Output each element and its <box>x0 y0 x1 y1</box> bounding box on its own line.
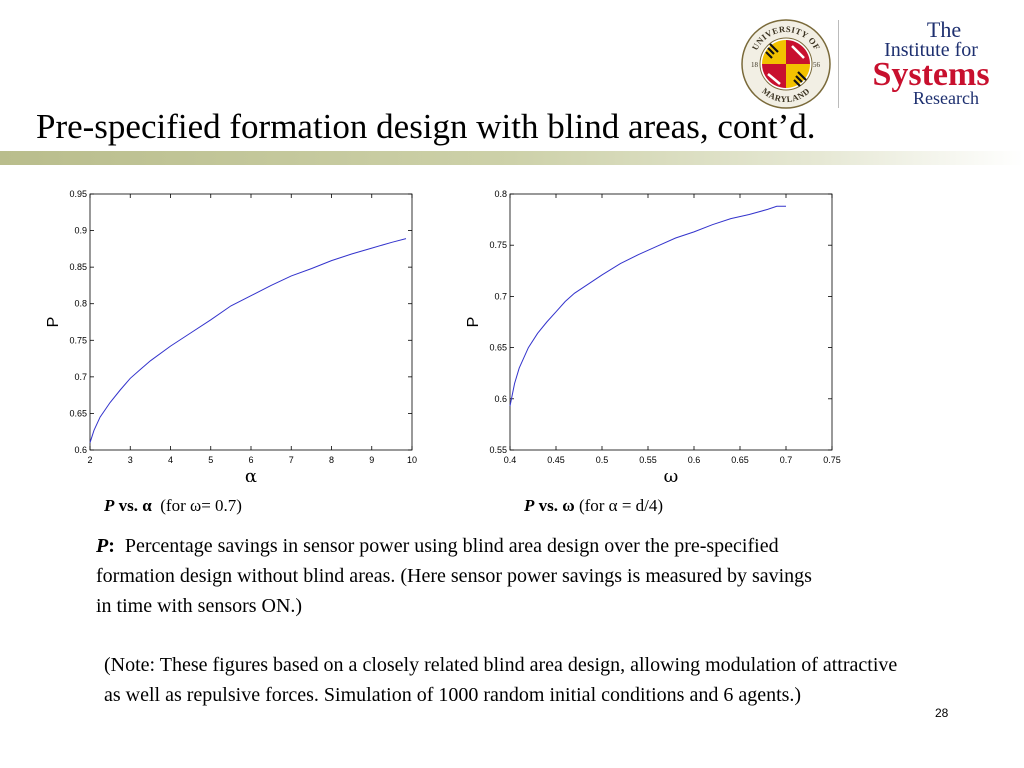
x-tick-label: 0.5 <box>596 455 609 465</box>
definition-paragraph: P: Percentage savings in sensor power us… <box>96 531 816 621</box>
title-underline-bar <box>0 151 1024 165</box>
y-tick-label: 0.55 <box>489 445 507 455</box>
caption-p-vs-alpha: P vs. α (for ω= 0.7) <box>104 496 242 516</box>
x-tick-label: 0.55 <box>639 455 657 465</box>
y-tick-label: 0.9 <box>74 226 87 236</box>
y-axis-label: P <box>45 317 62 328</box>
x-tick-label: 10 <box>407 455 417 465</box>
y-tick-label: 0.65 <box>69 408 87 418</box>
y-tick-label: 0.7 <box>74 372 87 382</box>
definition-text: Percentage savings in sensor power using… <box>96 535 812 617</box>
chart-p-vs-omega: 0.4 0.45 0.5 0.55 0.6 0.65 0.7 0.75 0.55 0.6 0.65 0… <box>465 189 841 482</box>
x-tick-label: 5 <box>208 455 213 465</box>
x-tick-label: 9 <box>369 455 374 465</box>
definition-term: P <box>96 535 109 557</box>
y-tick-label: 0.75 <box>489 240 507 250</box>
plot-frame <box>509 193 833 451</box>
page-number: 28 <box>935 706 949 720</box>
x-tick-label: 0.65 <box>731 455 749 465</box>
plot-frame <box>89 193 413 451</box>
note-paragraph: (Note: These figures based on a closely … <box>104 654 898 706</box>
seal-year-left: 18 <box>751 61 759 69</box>
chart-p-vs-alpha: 2 3 4 5 6 7 8 9 10 0.6 0.65 0.7 0.75 0.8 0.85 0.9 0.95 α P <box>45 189 417 482</box>
x-tick-label: 2 <box>87 455 92 465</box>
series-line <box>89 238 407 443</box>
x-axis-label: ω <box>664 466 679 482</box>
y-tick-label: 0.7 <box>494 291 507 301</box>
x-tick-label: 0.75 <box>823 455 841 465</box>
x-tick-label: 6 <box>248 455 253 465</box>
y-tick-label: 0.75 <box>69 335 87 345</box>
university-of-maryland-seal-icon: UNIVERSITY OF MARYLAND 18 56 <box>741 19 831 109</box>
y-tick-label: 0.85 <box>69 262 87 272</box>
y-tick-label: 0.6 <box>74 445 87 455</box>
isr-logo-line2: Institute for <box>884 39 978 61</box>
series-line <box>509 205 786 407</box>
isr-logo-line4: Research <box>913 88 979 108</box>
logo-divider <box>838 20 839 108</box>
caption-right-var: P <box>524 496 535 515</box>
caption-left-vs: vs. <box>114 496 143 515</box>
isr-logo-line1: The <box>926 17 962 42</box>
caption-right-vs: vs. <box>534 496 563 515</box>
x-tick-label: 0.6 <box>688 455 701 465</box>
y-tick-label: 0.6 <box>494 394 507 404</box>
x-tick-label: 0.4 <box>504 455 517 465</box>
x-tick-label: 0.7 <box>780 455 793 465</box>
isr-logo-line3: Systems <box>872 56 990 93</box>
caption-left-condition: (for ω= 0.7) <box>160 496 242 515</box>
y-tick-label: 0.8 <box>74 299 87 309</box>
caption-right-symbol: ω <box>562 496 575 515</box>
slide-title: Pre-specified formation design with blin… <box>36 107 816 146</box>
definition-colon: : <box>108 535 115 557</box>
x-tick-label: 4 <box>168 455 173 465</box>
isr-logo: The Institute for Systems Research <box>856 17 1006 108</box>
caption-right-condition: (for α = d/4) <box>578 496 664 515</box>
y-tick-label: 0.95 <box>69 189 87 199</box>
y-tick-label: 0.65 <box>489 343 507 353</box>
caption-left-var: P <box>104 496 115 515</box>
x-axis-label: α <box>245 466 257 482</box>
x-tick-label: 8 <box>329 455 334 465</box>
x-tick-label: 0.45 <box>547 455 565 465</box>
seal-year-right: 56 <box>813 61 821 69</box>
x-tick-label: 7 <box>289 455 294 465</box>
caption-left-symbol: α <box>142 496 152 515</box>
y-axis-label: P <box>465 317 482 328</box>
caption-p-vs-omega: P vs. ω (for α = d/4) <box>524 496 663 516</box>
y-tick-label: 0.8 <box>494 189 507 199</box>
x-tick-label: 3 <box>128 455 133 465</box>
